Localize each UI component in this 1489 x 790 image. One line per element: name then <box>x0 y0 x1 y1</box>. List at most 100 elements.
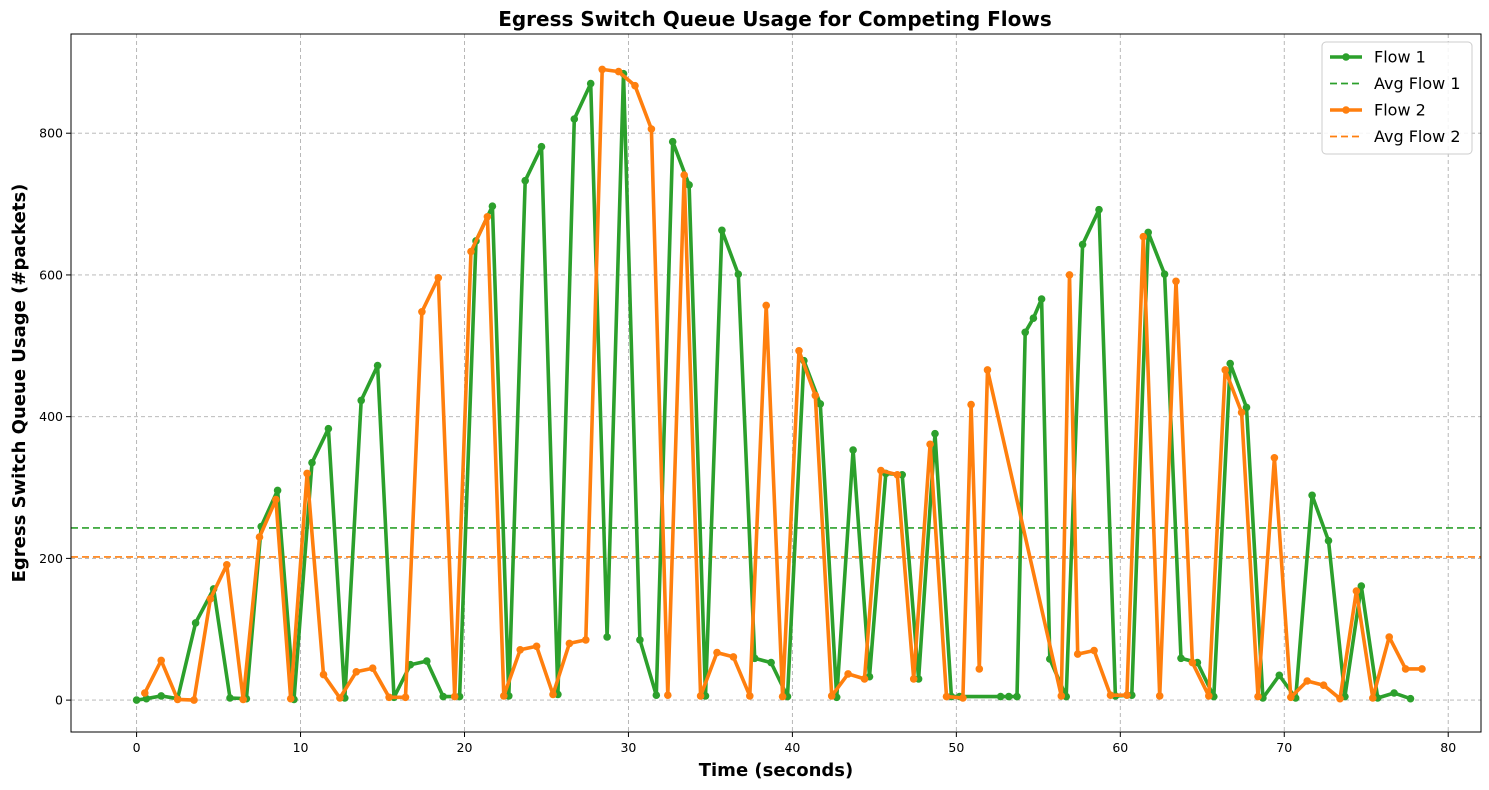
x-tick-label: 50 <box>948 740 964 755</box>
flow-1-point <box>1029 314 1038 323</box>
flow-1-point <box>849 446 857 454</box>
flow-2-point <box>1123 691 1131 699</box>
flow-2-point <box>729 653 738 661</box>
flow-2-point <box>303 469 311 478</box>
flow-1-point <box>570 115 579 123</box>
flow-2-point <box>778 692 787 701</box>
x-tick-label: 80 <box>1440 740 1456 755</box>
flow-1-point <box>603 633 611 641</box>
flow-2-point <box>450 692 459 701</box>
legend-marker-flow-2 <box>1342 106 1350 114</box>
flow-2-line <box>143 67 1422 702</box>
flow-1-point <box>1275 671 1284 680</box>
flow-1-point <box>1078 240 1087 249</box>
flow-2-point <box>1205 692 1213 700</box>
flow-2-point <box>319 670 328 679</box>
flow-1-point <box>521 176 529 185</box>
flow-1-point <box>1021 328 1029 337</box>
flow-2-point <box>614 67 623 76</box>
flow-2-point <box>1369 694 1377 702</box>
legend: Flow 1 Avg Flow 1 Flow 2 Avg Flow 2 <box>1321 41 1473 155</box>
flow-2-point <box>1073 650 1082 658</box>
x-axis-label: Time (seconds) <box>699 760 854 781</box>
flow-1-point <box>1005 692 1013 701</box>
flow-2-point <box>926 440 934 449</box>
flow-2-point <box>483 213 492 221</box>
flow-2-point <box>206 595 215 603</box>
flow-2-point <box>582 636 590 644</box>
flow-1-point <box>1160 270 1169 279</box>
flow-1-point <box>931 429 939 438</box>
flow-2-point <box>272 495 280 504</box>
flow-2-point <box>141 689 149 697</box>
x-tick-label: 40 <box>784 740 800 755</box>
flow-1-point <box>734 270 743 279</box>
flow-1-point <box>373 361 382 370</box>
x-tick-label: 0 <box>133 740 141 755</box>
flow-2-point <box>844 670 852 678</box>
flow-2-point <box>967 400 975 409</box>
x-tick-label: 20 <box>457 740 473 755</box>
flow-1-point <box>488 202 497 210</box>
x-tick-label: 70 <box>1276 740 1292 755</box>
flow-1-point <box>636 636 644 644</box>
flow-2-point <box>975 665 984 673</box>
flow-1-point <box>439 692 448 701</box>
flow-2-series <box>141 65 1426 704</box>
flow-2-point <box>746 692 754 700</box>
flow-1-point <box>142 694 151 703</box>
flow-2-point <box>500 692 508 700</box>
flow-1-point <box>1037 295 1046 303</box>
flow-2-point <box>1057 692 1066 700</box>
flow-1-point <box>685 181 693 189</box>
flow-1-point <box>324 424 333 433</box>
flow-2-point <box>565 639 574 648</box>
flow-2-point <box>680 171 688 179</box>
flow-2-point <box>418 308 426 316</box>
flow-2-point <box>532 642 541 651</box>
y-tick-label: 0 <box>55 693 63 708</box>
flow-2-point <box>795 347 803 355</box>
flow-2-point <box>368 664 377 672</box>
flow-2-point <box>1106 691 1115 699</box>
flow-1-point <box>1357 582 1366 590</box>
flow-2-point <box>1385 633 1393 641</box>
flow-2-point <box>1336 694 1344 703</box>
flow-1-point <box>191 619 200 627</box>
flow-2-point <box>286 694 295 703</box>
flow-2-point <box>1221 366 1229 374</box>
flow-1-point <box>1144 228 1152 237</box>
flow-1-point <box>652 691 661 699</box>
flow-2-point <box>1188 658 1197 667</box>
flow-1-point <box>157 692 165 700</box>
flow-2-point <box>762 301 770 310</box>
x-tick-label: 10 <box>293 740 309 755</box>
flow-2-point <box>467 247 475 256</box>
flow-2-point <box>1418 665 1426 673</box>
flow-2-point <box>827 692 836 700</box>
flow-2-point <box>1319 681 1328 689</box>
x-tick-label: 30 <box>620 740 636 755</box>
plot-frame <box>70 33 1482 733</box>
flow-2-point <box>1303 677 1311 685</box>
flow-1-point <box>1226 359 1234 368</box>
flow-2-point <box>190 696 198 704</box>
flow-2-point <box>877 466 885 475</box>
flow-2-point <box>173 695 182 704</box>
flow-2-point <box>1287 693 1295 702</box>
flow-2-point <box>1090 646 1098 655</box>
flow-2-point <box>1270 454 1279 462</box>
flow-1-point <box>996 692 1005 701</box>
y-tick-label: 600 <box>39 267 63 282</box>
flow-2-point <box>516 646 524 654</box>
flow-2-point <box>157 656 165 665</box>
flow-2-point <box>893 471 902 479</box>
flow-2-point <box>1065 271 1074 279</box>
y-tick-label: 400 <box>39 409 63 424</box>
flow-1-point <box>357 396 366 405</box>
flow-2-point <box>713 648 721 657</box>
flow-2-point <box>860 675 869 683</box>
flow-1-point <box>423 657 431 665</box>
flow-1-point <box>1308 491 1316 500</box>
